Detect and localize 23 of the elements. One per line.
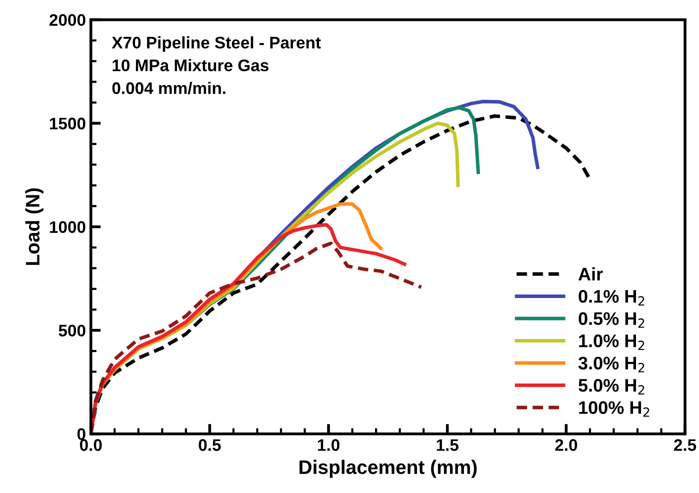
y-tick-label: 1000 — [50, 221, 86, 233]
y-tick-label: 2000 — [50, 14, 86, 26]
x-axis-title: Displacement (mm) — [300, 460, 477, 478]
y-tick-label: 1500 — [50, 118, 86, 130]
legend-label: 1.0% H$_{2}$ — [579, 334, 644, 350]
x-tick-label: 0.0 — [80, 439, 102, 451]
y-tick-label: 0 — [77, 428, 86, 440]
legend-label: Air — [578, 267, 603, 280]
annotation: X70 Pipeline Steel - Parent — [112, 36, 321, 52]
x-tick-label: 1.0 — [318, 439, 340, 451]
y-axis-title: Load (N) — [25, 188, 44, 265]
legend-label: 3.0% H$_{2}$ — [578, 356, 644, 372]
annotation: 10 MPa Mixture Gas — [112, 59, 268, 72]
x-tick-label: 2.5 — [674, 439, 696, 451]
x-tick-label: 1.5 — [436, 439, 458, 451]
legend-label: 0.5% H$_{2}$ — [578, 312, 644, 328]
legend-label: 100% H$_{2}$ — [579, 401, 650, 417]
x-tick-label: 0.5 — [198, 439, 221, 451]
legend-label: 0.1% H$_{2}$ — [578, 290, 644, 306]
legend-label: 5.0% H$_{2}$ — [578, 378, 644, 395]
annotation: 0.004 mm/min. — [112, 82, 226, 94]
y-tick-label: 500 — [58, 324, 86, 337]
x-tick-label: 2.0 — [555, 439, 578, 451]
